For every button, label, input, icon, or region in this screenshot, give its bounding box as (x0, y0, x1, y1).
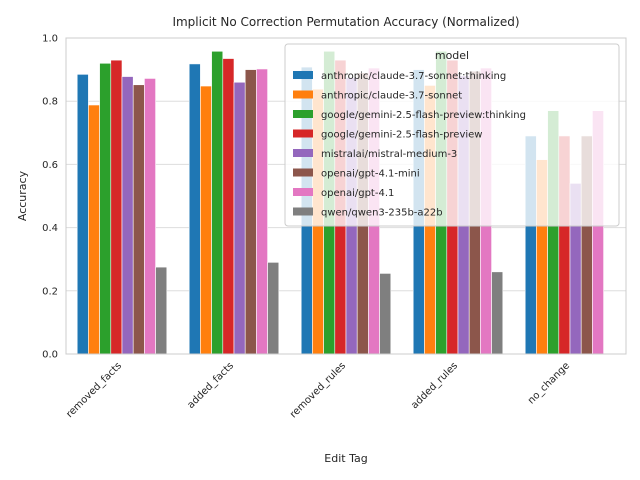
y-tick-label: 1.0 (42, 34, 58, 45)
legend: model anthropic/claude-3.7-sonnet:thinkin… (284, 43, 620, 227)
chart-title: Implicit No Correction Permutation Accur… (172, 15, 519, 29)
bar (132, 84, 145, 355)
y-axis-label: Accuracy (16, 170, 29, 221)
x-tick-label: added_facts (185, 360, 236, 411)
bar (244, 69, 257, 355)
y-tick-label: 0.6 (42, 160, 58, 171)
legend-entry: openai/gpt-4.1 (321, 188, 394, 199)
legend-entry: google/gemini-2.5-flash-preview (321, 130, 483, 141)
y-tick-label: 0.2 (42, 286, 58, 297)
legend-entry: qwen/qwen3-235b-a22b (321, 208, 443, 219)
y-tick-label: 0.0 (42, 350, 58, 361)
legend-entry: anthropic/claude-3.7-sonnet (321, 91, 462, 102)
bar (110, 59, 123, 355)
legend-entry: mistralai/mistral-medium-3 (321, 149, 457, 160)
x-tick-label: removed_rules (288, 360, 348, 420)
legend-swatch (293, 110, 313, 118)
x-tick-label: added_rules (409, 360, 460, 411)
bar (222, 58, 235, 355)
bar (256, 68, 268, 355)
bar (233, 81, 246, 355)
x-axis-label: Edit Tag (324, 452, 367, 465)
plot-frame (65, 37, 627, 355)
x-tick-label: no_change (526, 360, 572, 406)
legend-entry: openai/gpt-4.1-mini (321, 169, 420, 180)
legend-title: model (435, 49, 469, 62)
legend-swatch (293, 168, 313, 177)
bar (491, 271, 504, 355)
legend-entry: google/gemini-2.5-flash-preview:thinking (321, 110, 526, 121)
legend-swatch (293, 188, 313, 196)
bar (200, 85, 212, 355)
legend-entry: anthropic/claude-3.7-sonnet:thinking (321, 71, 506, 82)
bar (379, 273, 392, 355)
legend-swatch (293, 71, 313, 79)
bar (121, 76, 134, 355)
bar (88, 104, 100, 355)
y-axis-ticks: 0.0 0.2 0.4 0.6 0.8 1.0 (42, 34, 58, 361)
x-axis-ticks: removed_facts added_facts removed_rules add… (64, 360, 572, 420)
y-tick-label: 0.8 (42, 97, 58, 108)
bar (155, 266, 168, 355)
bar (99, 62, 112, 355)
bar (267, 262, 280, 355)
bar (211, 50, 224, 355)
bar (144, 78, 156, 355)
bar (188, 63, 201, 355)
y-tick-label: 0.4 (42, 223, 58, 234)
legend-swatch (293, 90, 313, 99)
legend-box (284, 43, 620, 227)
bar (76, 74, 89, 355)
legend-swatch (293, 129, 313, 138)
legend-swatch (293, 207, 313, 216)
plot-border (65, 37, 627, 355)
legend-swatch (293, 149, 313, 157)
x-tick-label: removed_facts (64, 360, 124, 420)
